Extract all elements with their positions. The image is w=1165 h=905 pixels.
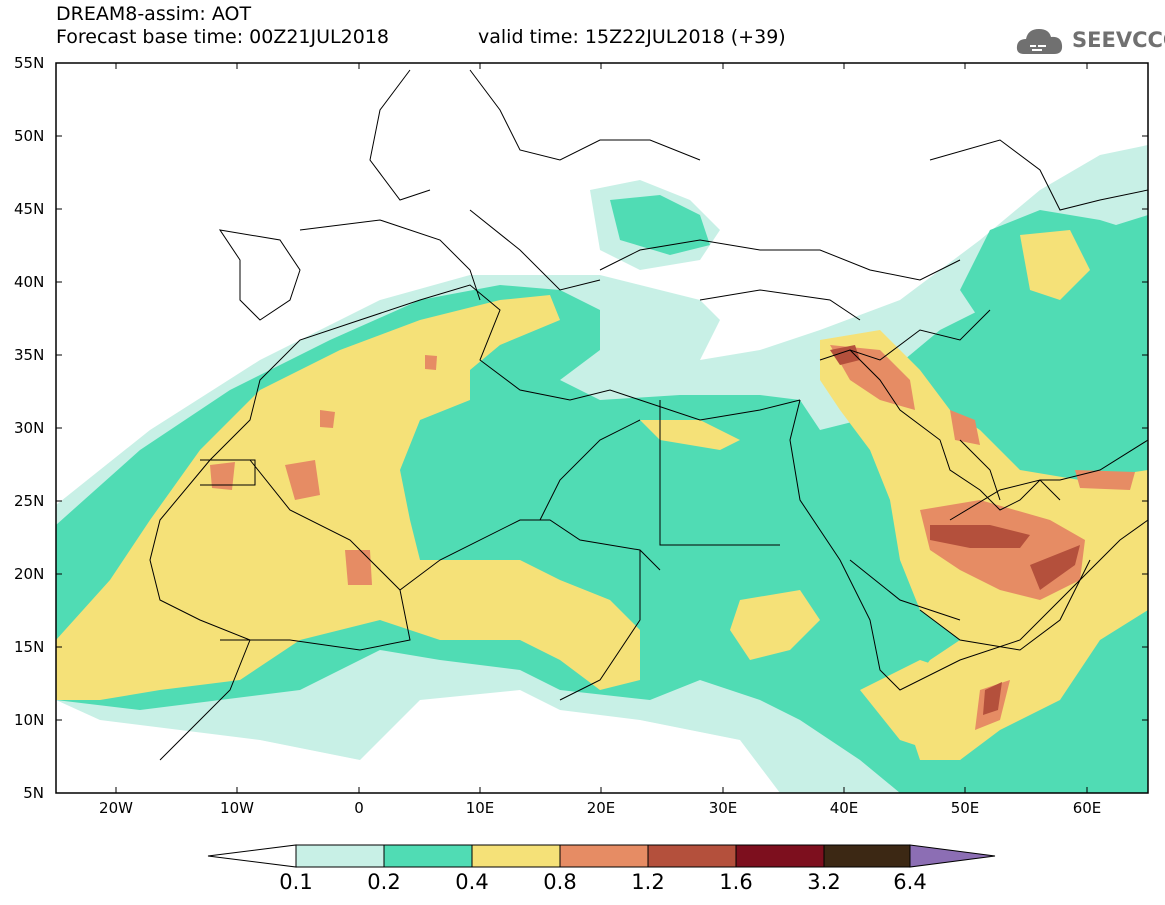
lat-label: 25N xyxy=(14,492,45,510)
valid-time: valid time: 15Z22JUL2018 (+39) xyxy=(478,26,786,48)
colorbar-label: 6.4 xyxy=(893,870,927,894)
lon-label: 50E xyxy=(950,799,980,817)
map-title: DREAM8-assim: AOT xyxy=(56,3,252,25)
colorbar-label: 3.2 xyxy=(807,870,841,894)
lat-label: 20N xyxy=(14,565,45,583)
lon-label: 10E xyxy=(465,799,495,817)
colorbar-label: 0.2 xyxy=(367,870,401,894)
lat-label: 35N xyxy=(14,346,45,364)
lon-label: 20E xyxy=(586,799,616,817)
logo-text: SEEVCCC xyxy=(1072,28,1165,52)
lat-label: 30N xyxy=(14,419,45,437)
colorbar-label: 0.4 xyxy=(455,870,489,894)
lat-label: 50N xyxy=(14,127,45,145)
lat-label: 45N xyxy=(14,200,45,218)
lat-label: 15N xyxy=(14,638,45,656)
forecast-base-time: Forecast base time: 00Z21JUL2018 xyxy=(56,26,389,48)
colorbar-label: 0.8 xyxy=(543,870,577,894)
colorbar-label: 0.1 xyxy=(279,870,313,894)
lat-label: 55N xyxy=(14,54,45,72)
lat-label: 5N xyxy=(23,784,44,802)
lon-label: 60E xyxy=(1072,799,1102,817)
tick-marks xyxy=(56,62,1148,793)
lon-label: 30E xyxy=(708,799,738,817)
colorbar-label: 1.6 xyxy=(719,870,753,894)
lon-label: 0 xyxy=(354,799,364,817)
lon-label: 10W xyxy=(220,799,254,817)
coastlines xyxy=(149,69,1148,761)
colorbar-label: 1.2 xyxy=(631,870,665,894)
seevccc-logo: SEEVCCC xyxy=(1016,24,1165,58)
lon-label: 20W xyxy=(99,799,133,817)
cloud-icon xyxy=(1016,29,1063,54)
lat-label: 40N xyxy=(14,273,45,291)
aot-shading xyxy=(56,145,1148,793)
lon-label: 40E xyxy=(829,799,859,817)
lat-label: 10N xyxy=(14,711,45,729)
